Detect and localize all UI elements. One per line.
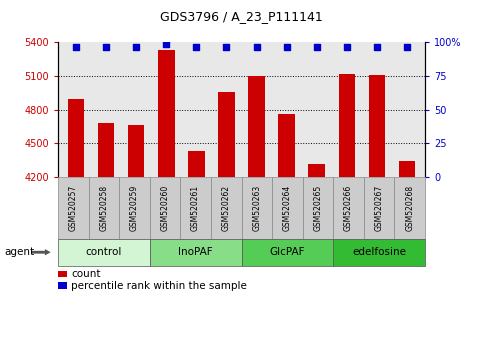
Text: GSM520266: GSM520266 (344, 185, 353, 231)
Text: GlcPAF: GlcPAF (270, 247, 305, 257)
Text: InoPAF: InoPAF (178, 247, 213, 257)
Bar (68, 98, 85, 177)
Text: edelfosine: edelfosine (352, 247, 406, 257)
Point (132, 44, 140, 49)
Bar (398, 161, 415, 177)
Text: agent: agent (5, 247, 35, 257)
Text: GSM520265: GSM520265 (313, 185, 323, 231)
Bar (248, 75, 265, 177)
Text: percentile rank within the sample: percentile rank within the sample (71, 281, 247, 291)
Text: GSM520258: GSM520258 (99, 185, 108, 231)
Bar (158, 50, 174, 177)
Point (102, 44, 110, 49)
Bar (98, 123, 114, 177)
Bar (218, 92, 235, 177)
Text: control: control (85, 247, 122, 257)
Point (223, 44, 230, 49)
Point (343, 44, 351, 49)
Text: GSM520264: GSM520264 (283, 185, 292, 231)
Text: GSM520259: GSM520259 (130, 185, 139, 231)
Text: GSM520267: GSM520267 (375, 185, 384, 231)
Point (193, 44, 200, 49)
Point (373, 44, 381, 49)
Text: GSM520262: GSM520262 (222, 185, 231, 231)
Text: GSM520260: GSM520260 (160, 185, 170, 231)
Point (403, 44, 411, 49)
Bar (128, 125, 144, 177)
Bar (188, 151, 205, 177)
Point (162, 41, 170, 47)
Point (313, 44, 321, 49)
Point (283, 44, 290, 49)
Point (72, 44, 80, 49)
Point (253, 44, 260, 49)
Text: GDS3796 / A_23_P111141: GDS3796 / A_23_P111141 (160, 10, 323, 23)
Text: GSM520263: GSM520263 (252, 185, 261, 231)
Text: GSM520261: GSM520261 (191, 185, 200, 231)
Bar (309, 164, 325, 177)
Bar (369, 75, 385, 177)
Bar (339, 74, 355, 177)
Bar (278, 114, 295, 177)
Text: GSM520268: GSM520268 (405, 185, 414, 231)
Text: GSM520257: GSM520257 (69, 185, 78, 231)
Text: count: count (71, 269, 101, 279)
